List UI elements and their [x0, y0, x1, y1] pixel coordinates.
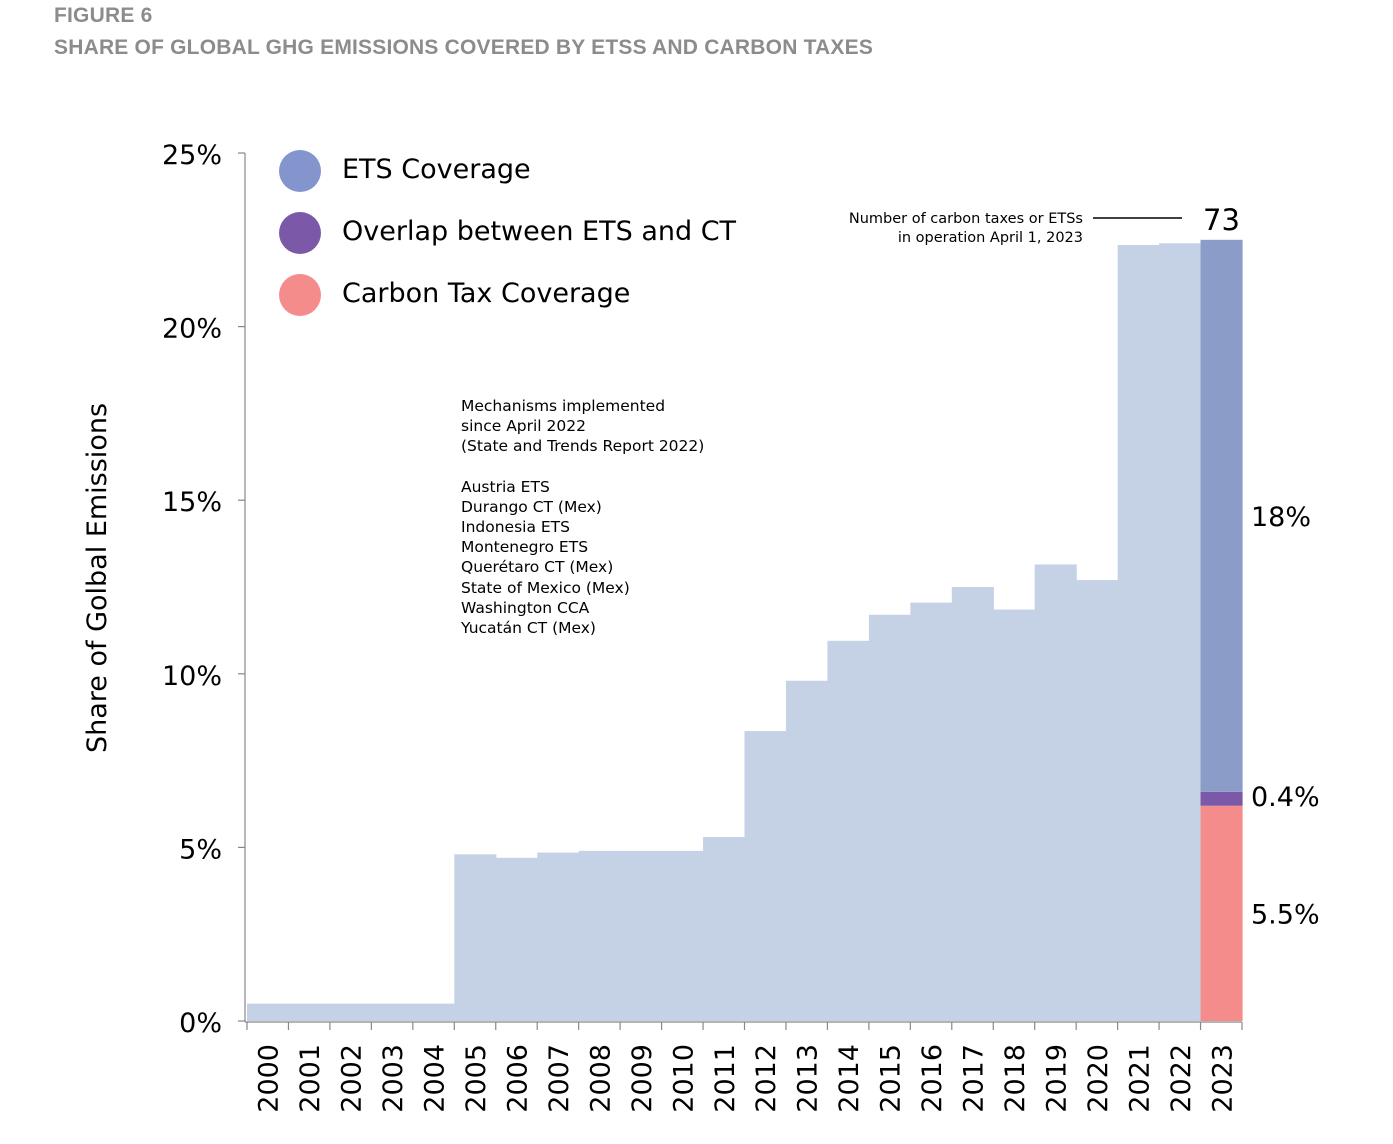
legend-label-overlap: Overlap between ETS and CT	[342, 216, 737, 247]
bar-2002-series-0	[329, 1003, 372, 1021]
annotation-item: Yucatán CT (Mex)	[461, 619, 596, 638]
bar-2022-series-0	[1159, 243, 1202, 1021]
bar-2015-series-0	[868, 614, 911, 1021]
bar-2013-series-0	[785, 680, 829, 1021]
y-tick-label: 0%	[179, 1008, 222, 1039]
callout-line: Number of carbon taxes or ETSs	[848, 211, 1083, 227]
annotation-line: Mechanisms implemented	[461, 397, 666, 415]
figure-label: FIGURE 6	[54, 4, 153, 27]
x-tick-label: 2012	[751, 1044, 782, 1113]
x-tick-label: 2019	[1041, 1044, 1072, 1113]
bar-2014-series-0	[827, 640, 870, 1021]
annotation-line: since April 2022	[461, 417, 586, 436]
legend-swatch-overlap	[279, 212, 321, 254]
callout-value: 73	[1203, 203, 1240, 237]
axes-group	[238, 152, 1243, 1030]
bar-2009-series-0	[620, 850, 663, 1021]
x-tick-label: 2010	[668, 1044, 699, 1113]
bar-2023-series-1	[1200, 805, 1243, 1021]
legend-swatch-carbon-tax	[279, 274, 321, 316]
bar-2019-series-0	[1034, 564, 1077, 1021]
annotation-item: Indonesia ETS	[461, 518, 570, 537]
bar-2011-series-0	[703, 836, 746, 1021]
x-tick-label: 2000	[254, 1044, 285, 1113]
x-tick-label: 2002	[337, 1044, 368, 1113]
bar-2003-series-0	[371, 1003, 414, 1021]
bar-2004-series-0	[412, 1003, 455, 1021]
y-tick-label: 20%	[162, 314, 222, 345]
bar-2017-series-0	[951, 587, 994, 1021]
x-tick-label: 2018	[1000, 1044, 1031, 1113]
x-tick-label: 2008	[585, 1044, 616, 1113]
y-tick-label: 10%	[162, 661, 222, 692]
bar-2006-series-0	[495, 857, 538, 1021]
bar-2000-series-0	[247, 1003, 290, 1021]
y-axis-title: Share of Golbal Emissions	[82, 403, 113, 753]
x-tick-label: 2001	[295, 1044, 326, 1113]
bar-2007-series-0	[537, 852, 580, 1021]
x-tick-label: 2016	[917, 1044, 948, 1113]
legend-label-ets: ETS Coverage	[342, 154, 531, 185]
callout-line: in operation April 1, 2023	[897, 230, 1083, 246]
y-tick-label: 15%	[162, 487, 222, 518]
legend-item-overlap: Overlap between ETS and CT	[279, 212, 779, 254]
mechanisms-count-callout: Number of carbon taxes or ETSs in operat…	[849, 210, 1083, 248]
y-tick-label: 25%	[162, 140, 222, 171]
bar-2018-series-0	[993, 609, 1036, 1021]
bar-2023-series-2	[1200, 791, 1243, 806]
bar-2021-series-0	[1117, 245, 1160, 1021]
annotation-item: Querétaro CT (Mex)	[461, 558, 614, 577]
x-tick-label: 2015	[876, 1044, 907, 1113]
annotation-line: (State and Trends Report 2022)	[461, 437, 705, 456]
bar-2016-series-0	[910, 602, 953, 1021]
data-label-overlap-between-ets-and-ct: 0.4%	[1251, 782, 1320, 813]
legend-item-carbon-tax: Carbon Tax Coverage	[279, 274, 779, 316]
x-tick-label: 2017	[959, 1044, 990, 1113]
x-tick-label: 2023	[1207, 1044, 1238, 1113]
x-tick-label: 2013	[793, 1044, 824, 1113]
x-tick-label: 2014	[834, 1044, 865, 1113]
annotation-item: Washington CCA	[461, 598, 590, 617]
x-tick-label: 2006	[502, 1044, 533, 1113]
x-tick-label: 2007	[544, 1044, 575, 1113]
x-tick-label: 2003	[378, 1044, 409, 1113]
bar-2010-series-0	[661, 850, 704, 1021]
x-tick-label: 2009	[627, 1044, 658, 1113]
y-tick-label: 5%	[179, 834, 222, 865]
bar-2012-series-0	[744, 731, 787, 1021]
bar-2001-series-0	[288, 1003, 331, 1021]
bar-2020-series-0	[1076, 580, 1119, 1021]
x-tick-label: 2004	[420, 1044, 451, 1113]
legend-item-ets: ETS Coverage	[279, 150, 779, 192]
x-tick-label: 2022	[1166, 1044, 1197, 1113]
legend-swatch-ets	[279, 150, 321, 192]
labels-group: 0% 5% 10% 15% 20% 25% 2000 2001 2002 2003 2004 2005…	[82, 140, 1320, 1113]
data-label-ets-coverage: 18%	[1251, 502, 1311, 533]
figure-title: SHARE OF GLOBAL GHG EMISSIONS COVERED BY…	[54, 36, 874, 59]
mechanisms-annotation: Mechanisms implemented since April 2022 …	[461, 396, 704, 638]
x-tick-label: 2005	[461, 1044, 492, 1113]
legend-label-carbon-tax: Carbon Tax Coverage	[342, 278, 631, 309]
x-tick-label: 2021	[1124, 1044, 1155, 1113]
bar-2008-series-0	[578, 850, 621, 1021]
x-tick-label: 2011	[710, 1044, 741, 1113]
bars-group	[247, 239, 1243, 1021]
annotation-item: Austria ETS	[461, 477, 550, 496]
bar-2005-series-0	[454, 854, 497, 1021]
annotation-item: State of Mexico (Mex)	[461, 578, 630, 597]
bar-2023-series-3	[1200, 239, 1243, 792]
x-tick-label: 2020	[1083, 1044, 1114, 1113]
annotation-item: Durango CT (Mex)	[461, 497, 602, 516]
annotation-item: Montenegro ETS	[461, 538, 589, 557]
data-label-carbon-tax-coverage: 5.5%	[1251, 899, 1320, 930]
